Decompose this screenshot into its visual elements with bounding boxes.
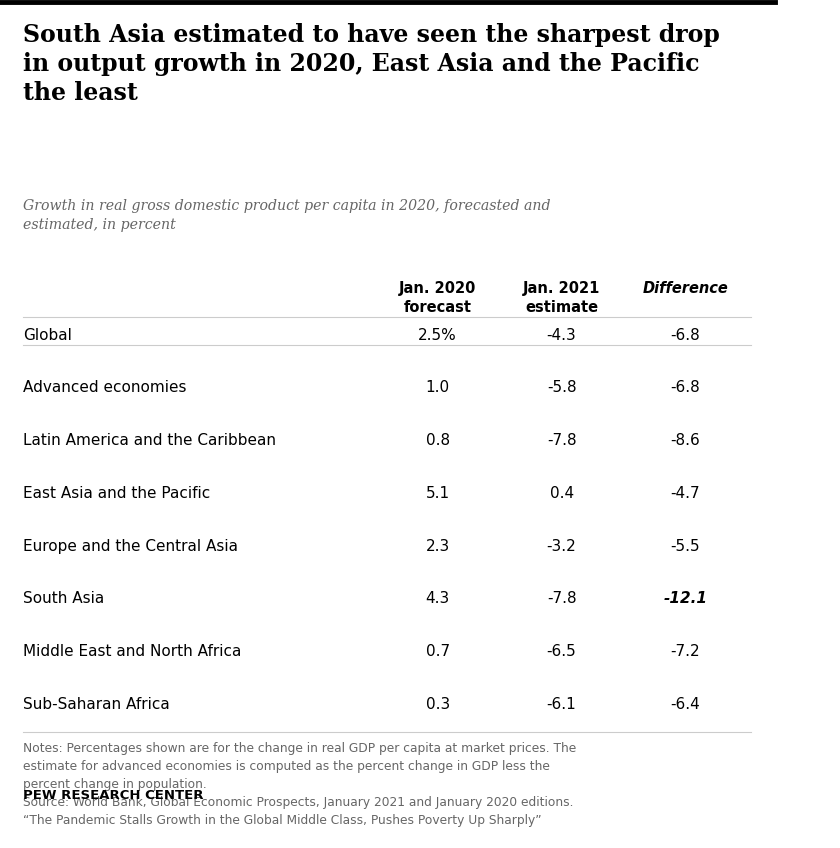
Text: -8.6: -8.6 (670, 433, 701, 448)
Text: Global: Global (24, 327, 72, 343)
Text: -5.8: -5.8 (547, 380, 576, 395)
Text: South Asia estimated to have seen the sharpest drop
in output growth in 2020, Ea: South Asia estimated to have seen the sh… (24, 24, 720, 105)
Text: Europe and the Central Asia: Europe and the Central Asia (24, 538, 239, 554)
Text: 0.4: 0.4 (549, 486, 574, 501)
Text: 4.3: 4.3 (426, 591, 449, 606)
Text: -7.8: -7.8 (547, 433, 576, 448)
Text: Jan. 2021
estimate: Jan. 2021 estimate (522, 281, 601, 315)
Text: -5.5: -5.5 (670, 538, 701, 554)
Text: East Asia and the Pacific: East Asia and the Pacific (24, 486, 211, 501)
Text: -6.8: -6.8 (670, 380, 701, 395)
Text: -6.8: -6.8 (670, 327, 701, 343)
Text: -4.7: -4.7 (670, 486, 701, 501)
Text: South Asia: South Asia (24, 591, 104, 606)
Text: -12.1: -12.1 (664, 591, 707, 606)
Text: -7.8: -7.8 (547, 591, 576, 606)
Text: 2.5%: 2.5% (418, 327, 457, 343)
Text: -6.4: -6.4 (670, 697, 701, 712)
Text: 0.8: 0.8 (426, 433, 449, 448)
Text: PEW RESEARCH CENTER: PEW RESEARCH CENTER (24, 789, 204, 802)
Text: 5.1: 5.1 (426, 486, 449, 501)
Text: 2.3: 2.3 (426, 538, 449, 554)
Text: Difference: Difference (643, 281, 728, 296)
Text: 0.3: 0.3 (426, 697, 449, 712)
Text: -7.2: -7.2 (670, 644, 701, 659)
Text: 0.7: 0.7 (426, 644, 449, 659)
Text: Middle East and North Africa: Middle East and North Africa (24, 644, 242, 659)
Text: Sub-Saharan Africa: Sub-Saharan Africa (24, 697, 170, 712)
Text: Notes: Percentages shown are for the change in real GDP per capita at market pri: Notes: Percentages shown are for the cha… (24, 742, 576, 827)
Text: Growth in real gross domestic product per capita in 2020, forecasted and
estimat: Growth in real gross domestic product pe… (24, 199, 551, 232)
Text: -4.3: -4.3 (547, 327, 576, 343)
Text: 1.0: 1.0 (426, 380, 449, 395)
Text: -6.1: -6.1 (547, 697, 576, 712)
Text: Jan. 2020
forecast: Jan. 2020 forecast (399, 281, 476, 315)
Text: -6.5: -6.5 (547, 644, 576, 659)
Text: Advanced economies: Advanced economies (24, 380, 186, 395)
Text: Latin America and the Caribbean: Latin America and the Caribbean (24, 433, 276, 448)
Text: -3.2: -3.2 (547, 538, 576, 554)
